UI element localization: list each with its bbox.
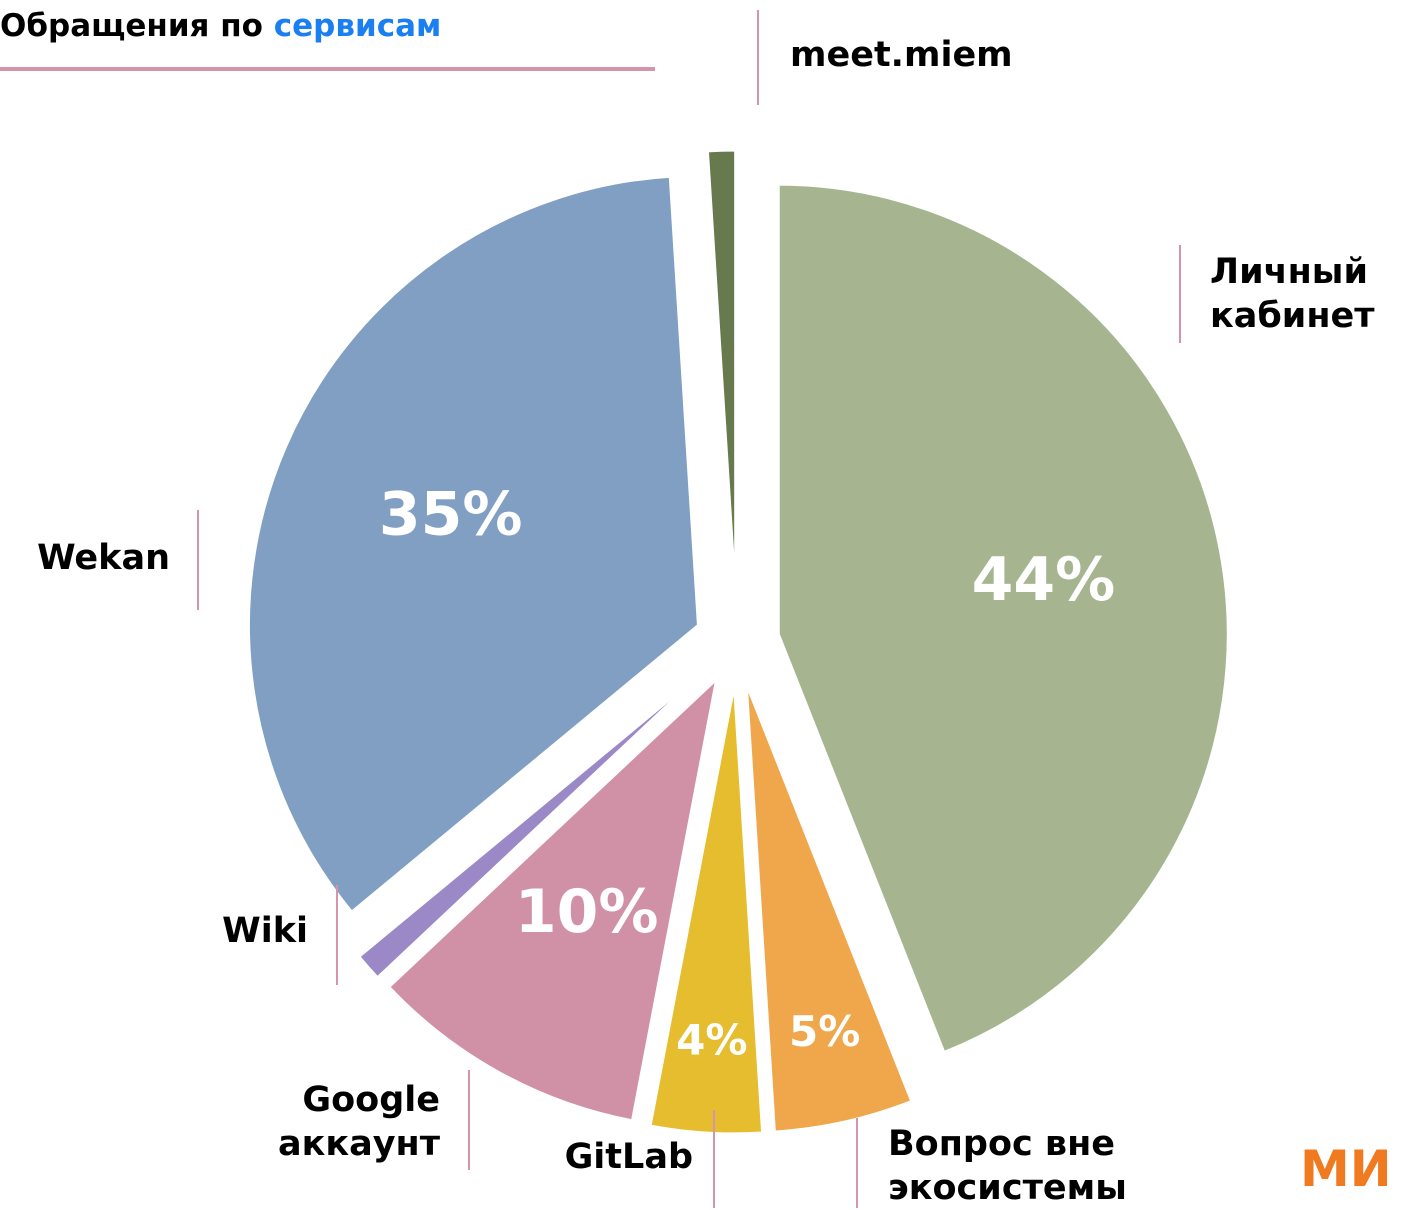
pie-slice <box>705 148 738 601</box>
value-label: 35% <box>379 480 523 550</box>
pie-slice <box>776 182 1230 1055</box>
category-label: Google аккаунт <box>277 1080 440 1164</box>
label-line <box>197 510 199 610</box>
category-label: meet.miem <box>790 35 1013 75</box>
title-text: Обращения по <box>0 8 263 44</box>
label-line <box>1179 245 1181 343</box>
category-label: Вопрос вне экосистемы <box>888 1124 1127 1208</box>
label-line <box>757 10 759 105</box>
category-label: Wiki <box>222 911 308 951</box>
title-highlight: сервисам <box>273 8 442 44</box>
value-label: 44% <box>972 545 1116 615</box>
category-label: GitLab <box>564 1137 693 1177</box>
label-line <box>336 885 338 985</box>
pie-slice <box>247 174 700 915</box>
logo: МИ <box>1300 1140 1392 1198</box>
value-label: 5% <box>789 1007 860 1056</box>
pie-slice <box>356 668 707 980</box>
label-line <box>468 1070 470 1170</box>
title-rule <box>0 67 655 71</box>
value-label: 4% <box>676 1016 747 1065</box>
pie-slice <box>386 674 720 1123</box>
label-line <box>856 1118 858 1208</box>
label-line <box>713 1110 715 1208</box>
chart-title: Обращения по сервисам <box>0 8 441 44</box>
value-label: 10% <box>515 877 659 947</box>
pie-slice <box>744 682 914 1134</box>
category-label: Личный кабинет <box>1210 252 1375 336</box>
category-label: Wekan <box>37 538 170 578</box>
pie-slice <box>648 683 765 1136</box>
